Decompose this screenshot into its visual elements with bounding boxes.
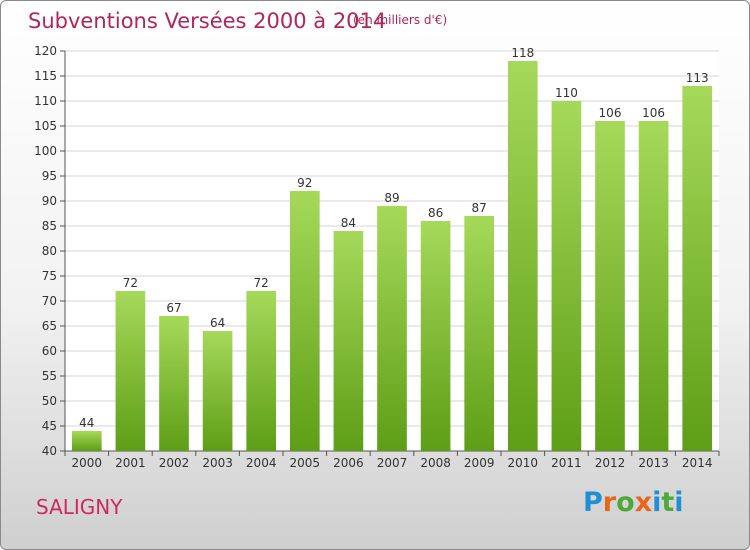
y-tick-label: 95: [42, 169, 57, 183]
commune-name: SALIGNY: [36, 495, 123, 519]
y-tick-label: 50: [42, 394, 57, 408]
bar-2008: [420, 221, 451, 451]
data-label: 72: [123, 276, 138, 290]
logo-letter: o: [616, 487, 635, 518]
bar-2011: [551, 101, 582, 451]
y-tick-label: 55: [42, 369, 57, 383]
chart-unit: (en milliers d'€): [353, 13, 448, 27]
x-tick-label: 2001: [115, 456, 146, 470]
y-tick-label: 80: [42, 244, 57, 258]
logo-letter: i: [652, 487, 662, 518]
logo-letter: P: [583, 487, 603, 518]
y-tick-label: 105: [34, 119, 57, 133]
y-tick-label: 60: [42, 344, 57, 358]
y-tick-label: 110: [34, 94, 57, 108]
y-tick-label: 75: [42, 269, 57, 283]
x-tick-label: 2000: [72, 456, 103, 470]
bar-2002: [159, 316, 189, 451]
y-tick-label: 120: [34, 44, 57, 58]
data-label: 106: [642, 106, 665, 120]
bar-2001: [115, 291, 146, 451]
bar-2007: [377, 206, 407, 451]
data-label: 86: [428, 206, 443, 220]
y-tick-label: 70: [42, 294, 57, 308]
bar-2012: [595, 121, 625, 451]
data-label: 118: [511, 46, 534, 60]
x-tick-label: 2003: [202, 456, 233, 470]
data-label: 106: [599, 106, 622, 120]
y-tick-label: 90: [42, 194, 57, 208]
bar-2004: [246, 291, 277, 451]
x-tick-label: 2005: [290, 456, 321, 470]
x-tick-label: 2010: [508, 456, 539, 470]
x-tick-label: 2009: [464, 456, 495, 470]
bar-2013: [638, 121, 669, 451]
data-label: 89: [384, 191, 399, 205]
x-tick-label: 2002: [159, 456, 190, 470]
logo-letter: r: [602, 487, 617, 518]
proxiti-logo[interactable]: Proxiti: [583, 487, 684, 518]
y-tick-label: 45: [42, 419, 57, 433]
x-tick-label: 2011: [551, 456, 582, 470]
data-label: 87: [472, 201, 487, 215]
x-tick-label: 2006: [333, 456, 364, 470]
data-label: 64: [210, 316, 225, 330]
x-tick-label: 2007: [377, 456, 408, 470]
x-tick-label: 2013: [638, 456, 669, 470]
logo-letter: x: [634, 487, 653, 518]
data-label: 44: [79, 416, 94, 430]
logo-letter: t: [661, 487, 675, 518]
bar-2003: [202, 331, 233, 451]
logo-letter: i: [674, 487, 684, 518]
x-tick-label: 2012: [595, 456, 626, 470]
data-label: 92: [297, 176, 312, 190]
y-tick-label: 115: [34, 69, 57, 83]
y-tick-label: 65: [42, 319, 57, 333]
x-tick-label: 2014: [682, 456, 713, 470]
chart-title: Subventions Versées 2000 à 2014: [28, 9, 387, 33]
data-label: 67: [166, 301, 181, 315]
bar-2006: [333, 231, 364, 451]
data-label: 113: [686, 71, 709, 85]
y-tick-label: 85: [42, 219, 57, 233]
bar-2005: [289, 191, 320, 451]
x-tick-label: 2004: [246, 456, 277, 470]
bar-2010: [507, 61, 538, 451]
bar-2000: [71, 431, 102, 451]
data-label: 84: [341, 216, 356, 230]
y-tick-label: 40: [42, 444, 57, 458]
data-label: 72: [254, 276, 269, 290]
bar-2014: [682, 86, 713, 451]
bar-2009: [464, 216, 495, 451]
x-tick-label: 2008: [420, 456, 451, 470]
y-tick-label: 100: [34, 144, 57, 158]
data-label: 110: [555, 86, 578, 100]
